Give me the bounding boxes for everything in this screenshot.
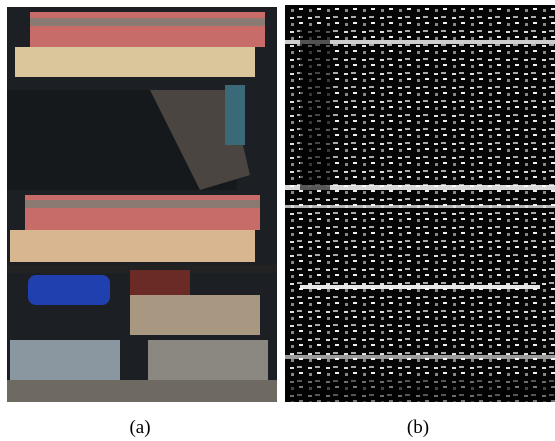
bright-line xyxy=(285,205,555,208)
aerial-image xyxy=(7,7,277,402)
trees xyxy=(225,85,245,145)
building xyxy=(10,340,120,380)
dark-area xyxy=(300,30,330,190)
figure: (a) (b) xyxy=(0,0,555,441)
bright-line xyxy=(285,355,555,359)
roof-ridge xyxy=(30,18,265,26)
road xyxy=(7,380,277,402)
sar-image xyxy=(285,5,555,402)
caption: (b) xyxy=(407,417,429,438)
sand-lot xyxy=(130,295,260,335)
facade xyxy=(15,47,255,77)
bright-line xyxy=(300,285,540,289)
roof xyxy=(30,12,265,47)
blue-structure xyxy=(28,275,110,305)
facade xyxy=(10,230,255,262)
roof-ridge xyxy=(25,200,260,208)
dark-area xyxy=(285,380,555,402)
caption: (a) xyxy=(129,417,150,438)
red-roof xyxy=(130,270,190,295)
building xyxy=(148,340,268,380)
